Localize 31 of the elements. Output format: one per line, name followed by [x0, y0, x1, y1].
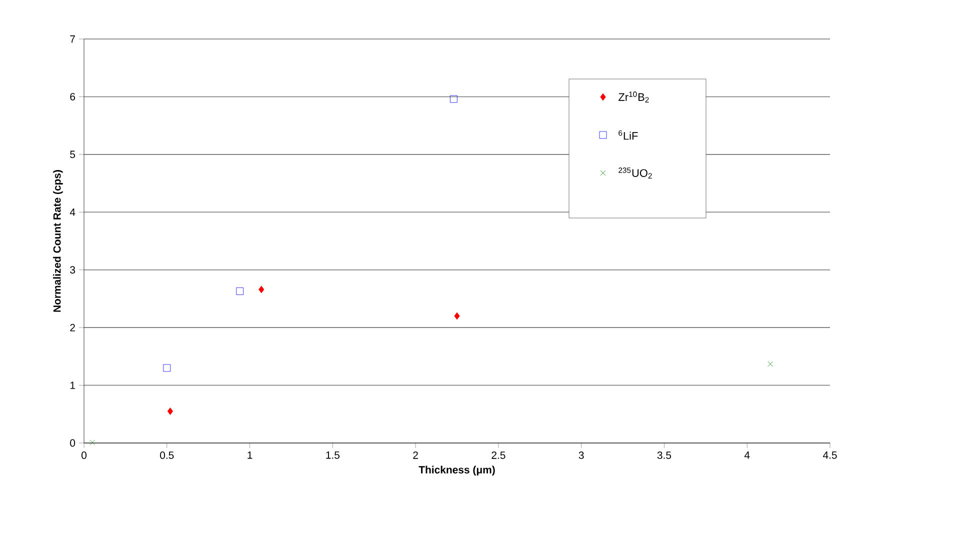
x-tick-label: 2.5: [492, 452, 506, 459]
y-tick-label: 5: [70, 150, 76, 158]
point: [450, 95, 458, 103]
point: [90, 440, 95, 446]
y-tick-label: 0: [70, 439, 76, 447]
legend-label: Zr$^{10}$B$_{2}$: [618, 92, 649, 102]
y-tick-label: 3: [70, 266, 76, 274]
point: [258, 286, 264, 294]
x-tick-label: 1.5: [326, 452, 340, 459]
x-axis-title: Thickness (μm): [418, 466, 495, 476]
x-tick-label: 4.5: [822, 452, 837, 459]
y-tick-label: 7: [70, 35, 75, 43]
point: [454, 312, 460, 320]
x-tick-label: 0.5: [160, 452, 174, 459]
point: [167, 408, 174, 415]
x-tick-label: 3.5: [657, 452, 672, 459]
y-axis-title: Normalized Count Rate (cps): [53, 170, 63, 312]
x-tick-label: 0: [82, 452, 86, 459]
point: [768, 361, 773, 367]
point: [163, 364, 171, 372]
y-tick-label: 2: [70, 324, 75, 332]
x-tick-label: 2: [413, 452, 418, 459]
legend-label: $^{6}$LiF: [618, 130, 638, 140]
point: [236, 288, 244, 295]
x-tick-label: 3: [578, 452, 584, 459]
x-tick-label: 4: [744, 452, 750, 459]
y-tick-label: 1: [70, 382, 75, 389]
legend-label: $^{235}$UO$_{2}$: [618, 168, 652, 178]
y-tick-label: 6: [70, 93, 76, 100]
y-tick-label: 4: [70, 208, 76, 216]
x-tick-label: 1: [248, 452, 252, 459]
